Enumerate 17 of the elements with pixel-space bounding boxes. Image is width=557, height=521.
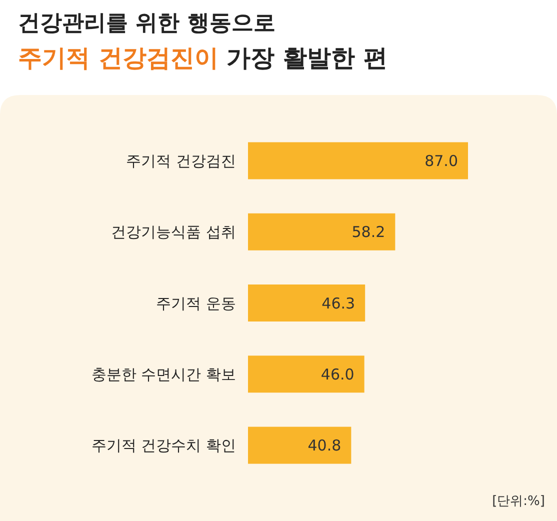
- data-label: 87.0: [424, 152, 458, 170]
- text: [단위:%]: [492, 494, 545, 509]
- bar: [248, 213, 396, 250]
- data-label: 40.8: [308, 436, 342, 455]
- chart-title: 건강관리를 위한 행동으로 주기적 건강검진이 가장 활발한 편: [18, 11, 388, 72]
- bar: [248, 142, 468, 180]
- bar: [248, 284, 366, 322]
- y-tick-label: 충분한 수면시간 확보: [91, 365, 236, 384]
- y-tick-label: 건강기능식품 섭취: [111, 223, 236, 242]
- bar: [248, 426, 352, 464]
- y-tick-label: 주기적 건강검진: [126, 152, 236, 170]
- bar: [248, 356, 364, 393]
- y-tick-label: 주기적 건강수치 확인: [91, 436, 236, 455]
- data-label: 46.0: [320, 365, 354, 384]
- data-label: 58.2: [352, 223, 386, 242]
- y-tick-label: 주기적 운동: [156, 294, 236, 312]
- data-label: 46.3: [322, 294, 356, 312]
